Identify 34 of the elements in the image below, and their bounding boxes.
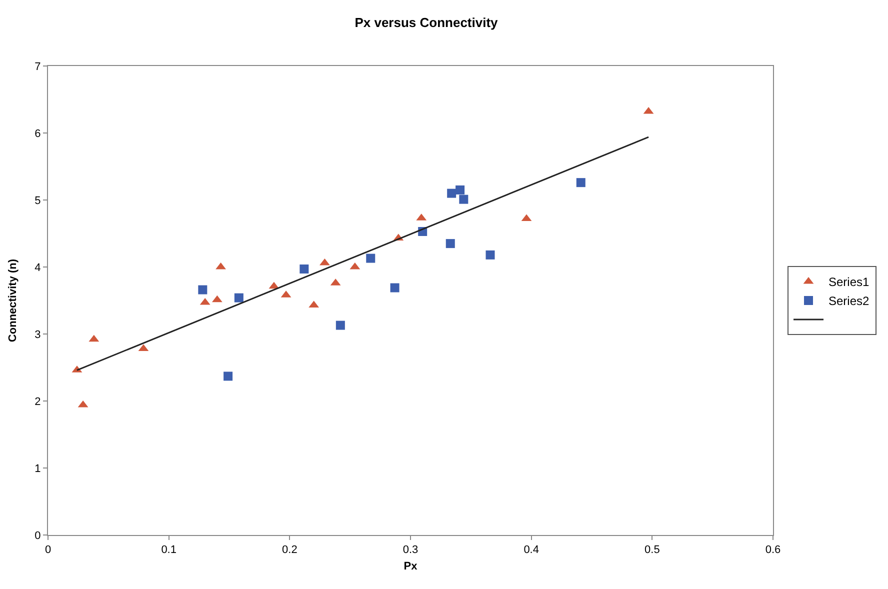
legend-label: Series2 xyxy=(828,294,870,308)
y-tick-label: 5 xyxy=(34,194,41,207)
x-tick-label: 0.6 xyxy=(765,544,781,556)
legend-label: Series1 xyxy=(828,275,870,290)
chart-title: Px versus Connectivity xyxy=(354,14,499,30)
point xyxy=(336,320,345,330)
x-tick-label: 0.1 xyxy=(161,544,176,556)
point xyxy=(390,283,400,292)
point xyxy=(486,250,495,260)
x-axis-title: Px xyxy=(404,560,418,572)
point xyxy=(446,239,455,248)
point xyxy=(366,254,376,263)
y-tick-label: 7 xyxy=(34,60,41,73)
x-tick-label: 0.5 xyxy=(644,544,660,556)
point xyxy=(234,293,244,302)
y-tick-label: 2 xyxy=(34,396,41,408)
x-tick-label: 0 xyxy=(44,544,52,556)
y-tick-label: 4 xyxy=(34,262,41,274)
x-tick-label: 0.2 xyxy=(282,544,298,556)
point xyxy=(459,194,468,204)
point xyxy=(456,185,465,194)
y-tick-label: 0 xyxy=(34,530,41,542)
point xyxy=(198,285,208,294)
point xyxy=(320,258,330,266)
x-tick-label: 0.4 xyxy=(524,544,539,556)
point xyxy=(576,178,586,188)
y-tick-label: 3 xyxy=(34,328,41,341)
y-tick-label: 6 xyxy=(34,128,41,140)
point xyxy=(224,372,233,381)
y-axis-title: Connectivity (n) xyxy=(7,258,19,342)
point xyxy=(447,188,456,198)
x-tick-label: 0.3 xyxy=(402,544,418,556)
y-tick-label: 1 xyxy=(34,462,41,475)
point xyxy=(300,264,309,274)
